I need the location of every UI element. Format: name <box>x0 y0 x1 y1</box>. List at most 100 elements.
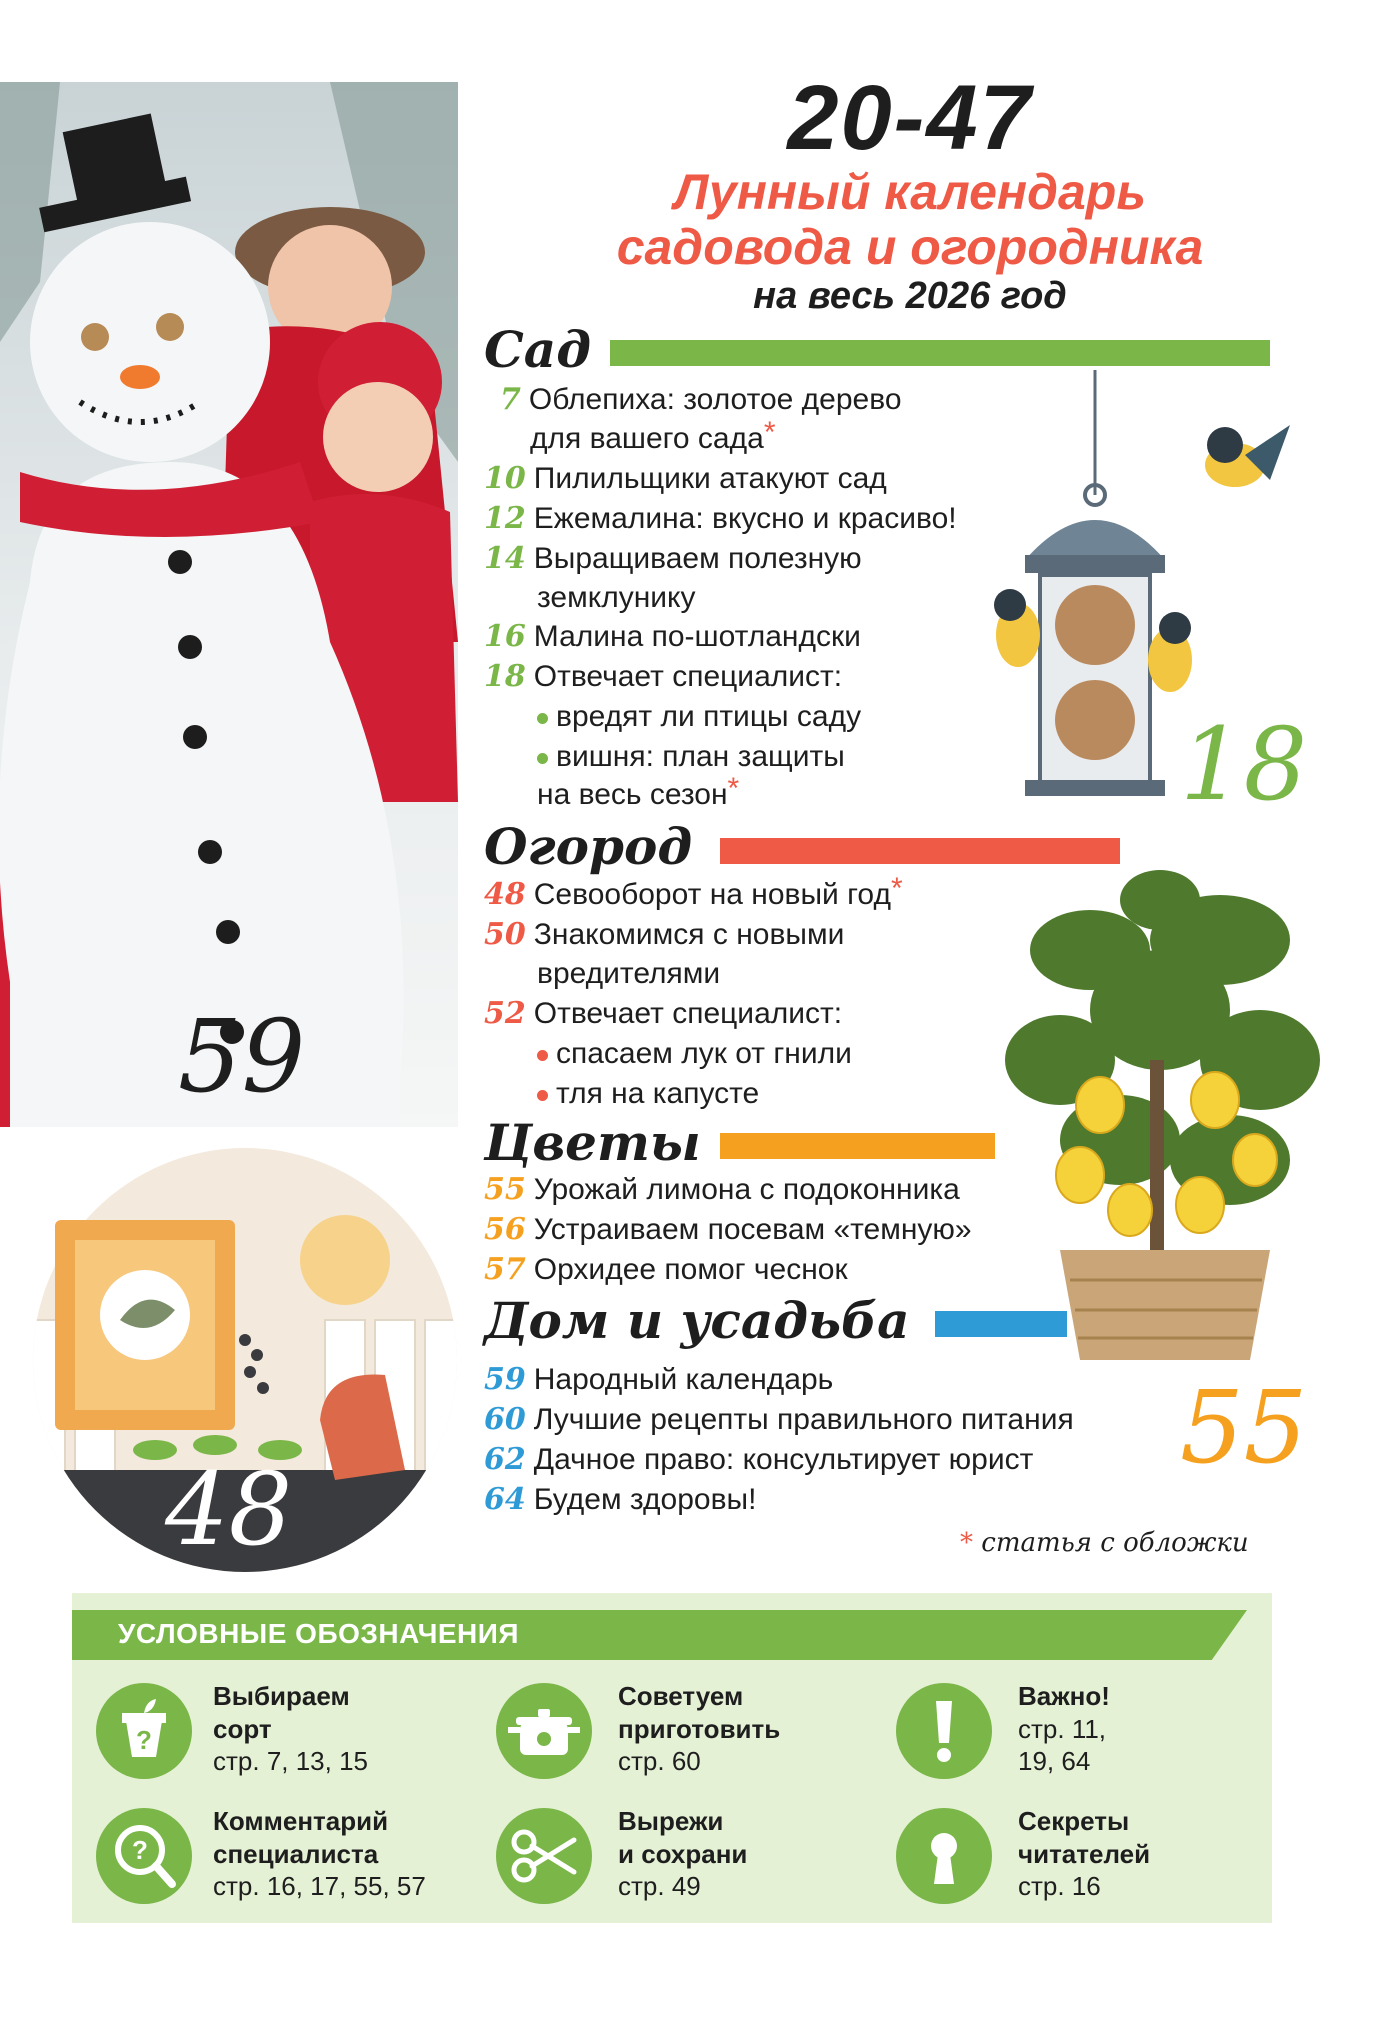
toc-item[interactable]: 55 Урожай лимона с подоконника <box>484 1170 960 1209</box>
item-title: Народный календарь <box>533 1363 834 1396</box>
exclamation-icon <box>896 1683 992 1779</box>
legend-entry-recipe: Советуем приготовить стр. 60 <box>618 1680 780 1778</box>
item-title: Выращиваем полезную <box>533 542 862 575</box>
page-number: 12 <box>484 501 526 536</box>
cover-note-text: статья с обложки <box>981 1528 1249 1558</box>
toc-item[interactable]: 64 Будем здоровы! <box>484 1480 756 1519</box>
page-number: 52 <box>484 996 526 1031</box>
page-range-title: 20-47 <box>787 67 1033 169</box>
page-number: 14 <box>484 541 526 576</box>
svg-text:?: ? <box>136 1725 152 1755</box>
toc-item[interactable]: 62 Дачное право: консультирует юрист <box>484 1440 1033 1479</box>
item-title: Отвечает специалист: <box>533 997 843 1030</box>
legend-pages: стр. 16, 17, 55, 57 <box>213 1871 426 1901</box>
bullet-dot <box>537 712 548 724</box>
toc-item[interactable]: 18 Отвечает специалист: <box>484 657 842 696</box>
cover-article-note: * статья с обложки <box>960 1528 1249 1558</box>
bullet-text: вишня: план защиты <box>556 740 845 773</box>
page-number: 10 <box>484 461 526 496</box>
page-number: 7 <box>500 382 521 417</box>
toc-item-continuation[interactable]: вредителями <box>537 954 720 993</box>
legend-pages: стр. 49 <box>618 1871 701 1901</box>
bullet-dot <box>537 752 548 764</box>
item-title: Лучшие рецепты правильного питания <box>533 1403 1074 1436</box>
toc-item[interactable]: 57 Орхидее помог чеснок <box>484 1250 848 1289</box>
main-subtitle: на весь 2026 год <box>753 275 1067 317</box>
section-bar-garden <box>610 340 1270 366</box>
page-number: 57 <box>484 1252 526 1287</box>
toc-item[interactable]: 48 Севооборот на новый год* <box>484 872 903 914</box>
page-number: 56 <box>484 1212 526 1247</box>
toc-bullet[interactable]: вредят ли птицы саду <box>537 697 861 736</box>
item-title: Ежемалина: вкусно и красиво! <box>533 502 957 535</box>
legend-label: Выбираем <box>213 1681 350 1711</box>
seed-planting-illustration: 48 <box>25 1140 465 1580</box>
toc-bullet[interactable]: спасаем лук от гнили <box>537 1034 852 1073</box>
legend-entry-important: Важно! стр. 11, 19, 64 <box>1018 1680 1110 1778</box>
bullet-text: вредят ли птицы саду <box>556 700 862 733</box>
legend-label: Важно! <box>1018 1681 1110 1711</box>
toc-item-continuation[interactable]: на весь сезон* <box>537 772 740 814</box>
item-title: Знакомимся с новыми <box>533 918 845 951</box>
main-title-line2: садовода и огородника <box>616 219 1204 275</box>
pot-question-icon: ? <box>96 1683 192 1779</box>
bullet-dot <box>537 1089 548 1101</box>
snowman-family-photo: 59 <box>0 82 458 1127</box>
page-number: 48 <box>484 877 526 912</box>
toc-item[interactable]: 7 Облепиха: золотое дерево <box>500 380 902 419</box>
cooking-pot-icon <box>496 1683 592 1779</box>
legend-label: Комментарий <box>213 1806 389 1836</box>
keyhole-icon <box>896 1808 992 1904</box>
legend-entry-reader-secrets: Секреты читателей стр. 16 <box>1018 1805 1150 1903</box>
cover-star: * <box>763 416 776 449</box>
toc-item[interactable]: 16 Малина по-шотландски <box>484 617 861 656</box>
page-number: 60 <box>484 1402 526 1437</box>
section-bar-vegetable-garden <box>720 838 1120 864</box>
seeds-page-number: 48 <box>165 1451 293 1568</box>
toc-item[interactable]: 60 Лучшие рецепты правильного питания <box>484 1400 1074 1439</box>
item-title: Орхидее помог чеснок <box>533 1253 848 1286</box>
toc-item[interactable]: 50 Знакомимся с новыми <box>484 915 844 954</box>
toc-item[interactable]: 12 Ежемалина: вкусно и красиво! <box>484 499 957 538</box>
toc-bullet[interactable]: тля на капусте <box>537 1074 759 1113</box>
legend-label: приготовить <box>618 1713 781 1744</box>
item-title: Дачное право: консультирует юрист <box>533 1443 1034 1476</box>
cover-star: * <box>960 1528 973 1558</box>
magnifier-question-icon: ? <box>96 1808 192 1904</box>
legend-label: и сохрани <box>618 1838 748 1869</box>
legend-label: Секреты <box>1018 1806 1130 1836</box>
page-number: 16 <box>484 619 526 654</box>
page-number: 62 <box>484 1442 526 1477</box>
feeder-page-number: 18 <box>1180 706 1308 823</box>
legend-label: специалиста <box>213 1838 379 1869</box>
item-title: земклунику <box>537 581 696 614</box>
bullet-text: спасаем лук от гнили <box>556 1037 852 1070</box>
legend-header-bar <box>72 1610 1247 1660</box>
bullet-text: на весь сезон <box>537 778 728 811</box>
item-title: Отвечает специалист: <box>533 660 843 693</box>
toc-item[interactable]: 10 Пилильщики атакуют сад <box>484 459 887 498</box>
cover-star: * <box>727 772 740 805</box>
legend-label: Советуем <box>618 1681 744 1711</box>
section-title-garden: Сад <box>484 320 591 379</box>
toc-item[interactable]: 52 Отвечает специалист: <box>484 994 842 1033</box>
page-number: 64 <box>484 1482 526 1517</box>
legend-entry-expert: Комментарий специалиста стр. 16, 17, 55,… <box>213 1805 426 1903</box>
toc-item-continuation[interactable]: земклунику <box>537 578 695 617</box>
legend-label: Вырежи <box>618 1806 724 1836</box>
toc-bullet[interactable]: вишня: план защиты <box>537 737 845 776</box>
toc-item-continuation[interactable]: для вашего сада* <box>530 416 776 458</box>
lemon-tree-illustration <box>1000 860 1330 1380</box>
lemon-page-number: 55 <box>1180 1369 1308 1486</box>
item-title: для вашего сада <box>530 422 764 455</box>
item-title: Облепиха: золотое дерево <box>528 383 902 416</box>
toc-item[interactable]: 59 Народный календарь <box>484 1360 833 1399</box>
legend-pages: стр. 7, 13, 15 <box>213 1746 369 1776</box>
toc-item[interactable]: 56 Устраиваем посевам «темную» <box>484 1210 972 1249</box>
bird-feeder-illustration <box>970 370 1300 810</box>
page-number: 59 <box>484 1362 526 1397</box>
toc-item[interactable]: 14 Выращиваем полезную <box>484 539 862 578</box>
legend-label: сорт <box>213 1713 272 1744</box>
svg-text:?: ? <box>132 1835 148 1865</box>
bullet-text: тля на капусте <box>556 1077 760 1110</box>
